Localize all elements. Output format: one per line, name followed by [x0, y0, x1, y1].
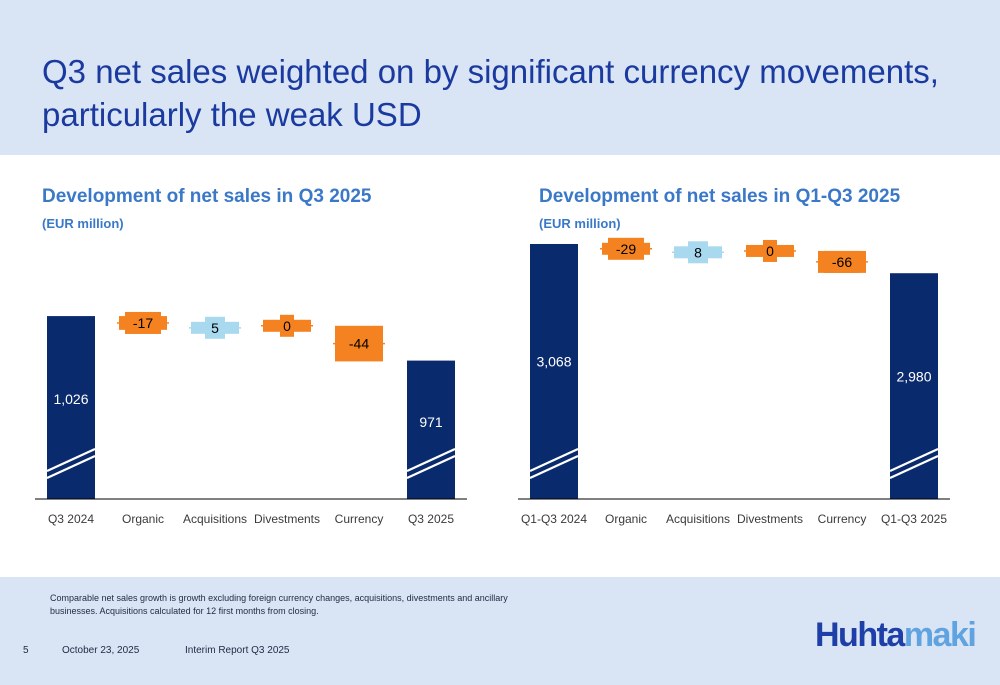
- footer-band: [0, 577, 1000, 685]
- logo-text-b: maki: [903, 616, 977, 654]
- data-label-box: [341, 332, 377, 355]
- chart-1-title: Development of net sales in Q3 2025: [42, 186, 372, 207]
- chart-1-net-sales-q3: 1,026 Q3 2024 -17 Organic 5 Acquisitions 0 Dive…: [35, 311, 467, 526]
- axis-break-mark: [529, 455, 579, 479]
- total-bar: [407, 360, 455, 499]
- axis-break-mark: [529, 448, 579, 472]
- data-label-box: [280, 314, 294, 337]
- page-number: 5: [23, 645, 29, 656]
- header-band: [0, 0, 1000, 155]
- data-label-box: [688, 241, 708, 264]
- chart-1-unit: (EUR million): [42, 216, 124, 231]
- axis-break-mark: [46, 455, 96, 479]
- report-date: October 23, 2025: [62, 645, 140, 656]
- data-label: -29: [616, 241, 636, 257]
- x-tick-label: Acquisitions: [183, 512, 247, 526]
- data-label: -44: [349, 336, 369, 352]
- data-label: 3,068: [536, 353, 571, 369]
- x-tick-label: Q1-Q3 2024: [521, 512, 587, 526]
- axis-break-mark: [406, 448, 456, 472]
- chart-2-net-sales-q1-q3: 3,068 Q1-Q3 2024 -29 Organic 8 Acquisitions 0 D…: [518, 237, 950, 526]
- footnote: Comparable net sales growth is growth ex…: [50, 593, 508, 616]
- chart-2-title: Development of net sales in Q1-Q3 2025: [539, 186, 901, 207]
- total-bar: [47, 316, 95, 499]
- logo-text-a: Huhta: [815, 616, 905, 654]
- x-tick-label: Organic: [605, 512, 647, 526]
- report-name: Interim Report Q3 2025: [185, 645, 290, 656]
- data-label-box: [824, 250, 860, 273]
- data-label: -66: [832, 254, 852, 270]
- total-bar: [530, 243, 578, 499]
- x-tick-label: Q1-Q3 2025: [881, 512, 947, 526]
- data-label: 5: [211, 320, 219, 336]
- data-label-box: [125, 311, 161, 334]
- axis-break-mark: [406, 455, 456, 479]
- x-tick-label: Currency: [818, 512, 867, 526]
- x-tick-label: Q3 2025: [408, 512, 454, 526]
- data-label-box: [608, 237, 644, 260]
- page-title: Q3 net sales weighted on by significant …: [42, 53, 939, 133]
- data-label: 971: [419, 414, 443, 430]
- chart-2-unit: (EUR million): [539, 216, 621, 231]
- total-bar: [890, 273, 938, 499]
- huhtamaki-logo: Huhtamaki: [815, 616, 977, 655]
- data-label: 2,980: [896, 369, 931, 385]
- data-label-box: [763, 239, 777, 262]
- data-label: 0: [283, 318, 291, 334]
- data-label-box: [205, 316, 225, 339]
- data-label: -17: [133, 315, 153, 331]
- x-tick-label: Q3 2024: [48, 512, 94, 526]
- data-label: 0: [766, 243, 774, 259]
- axis-break-mark: [889, 448, 939, 472]
- data-label: 1,026: [53, 391, 88, 407]
- axis-break-mark: [889, 455, 939, 479]
- x-tick-label: Divestments: [737, 512, 803, 526]
- axis-break-mark: [46, 448, 96, 472]
- x-tick-label: Acquisitions: [666, 512, 730, 526]
- x-tick-label: Currency: [335, 512, 384, 526]
- x-tick-label: Divestments: [254, 512, 320, 526]
- x-tick-label: Organic: [122, 512, 164, 526]
- data-label: 8: [694, 244, 702, 260]
